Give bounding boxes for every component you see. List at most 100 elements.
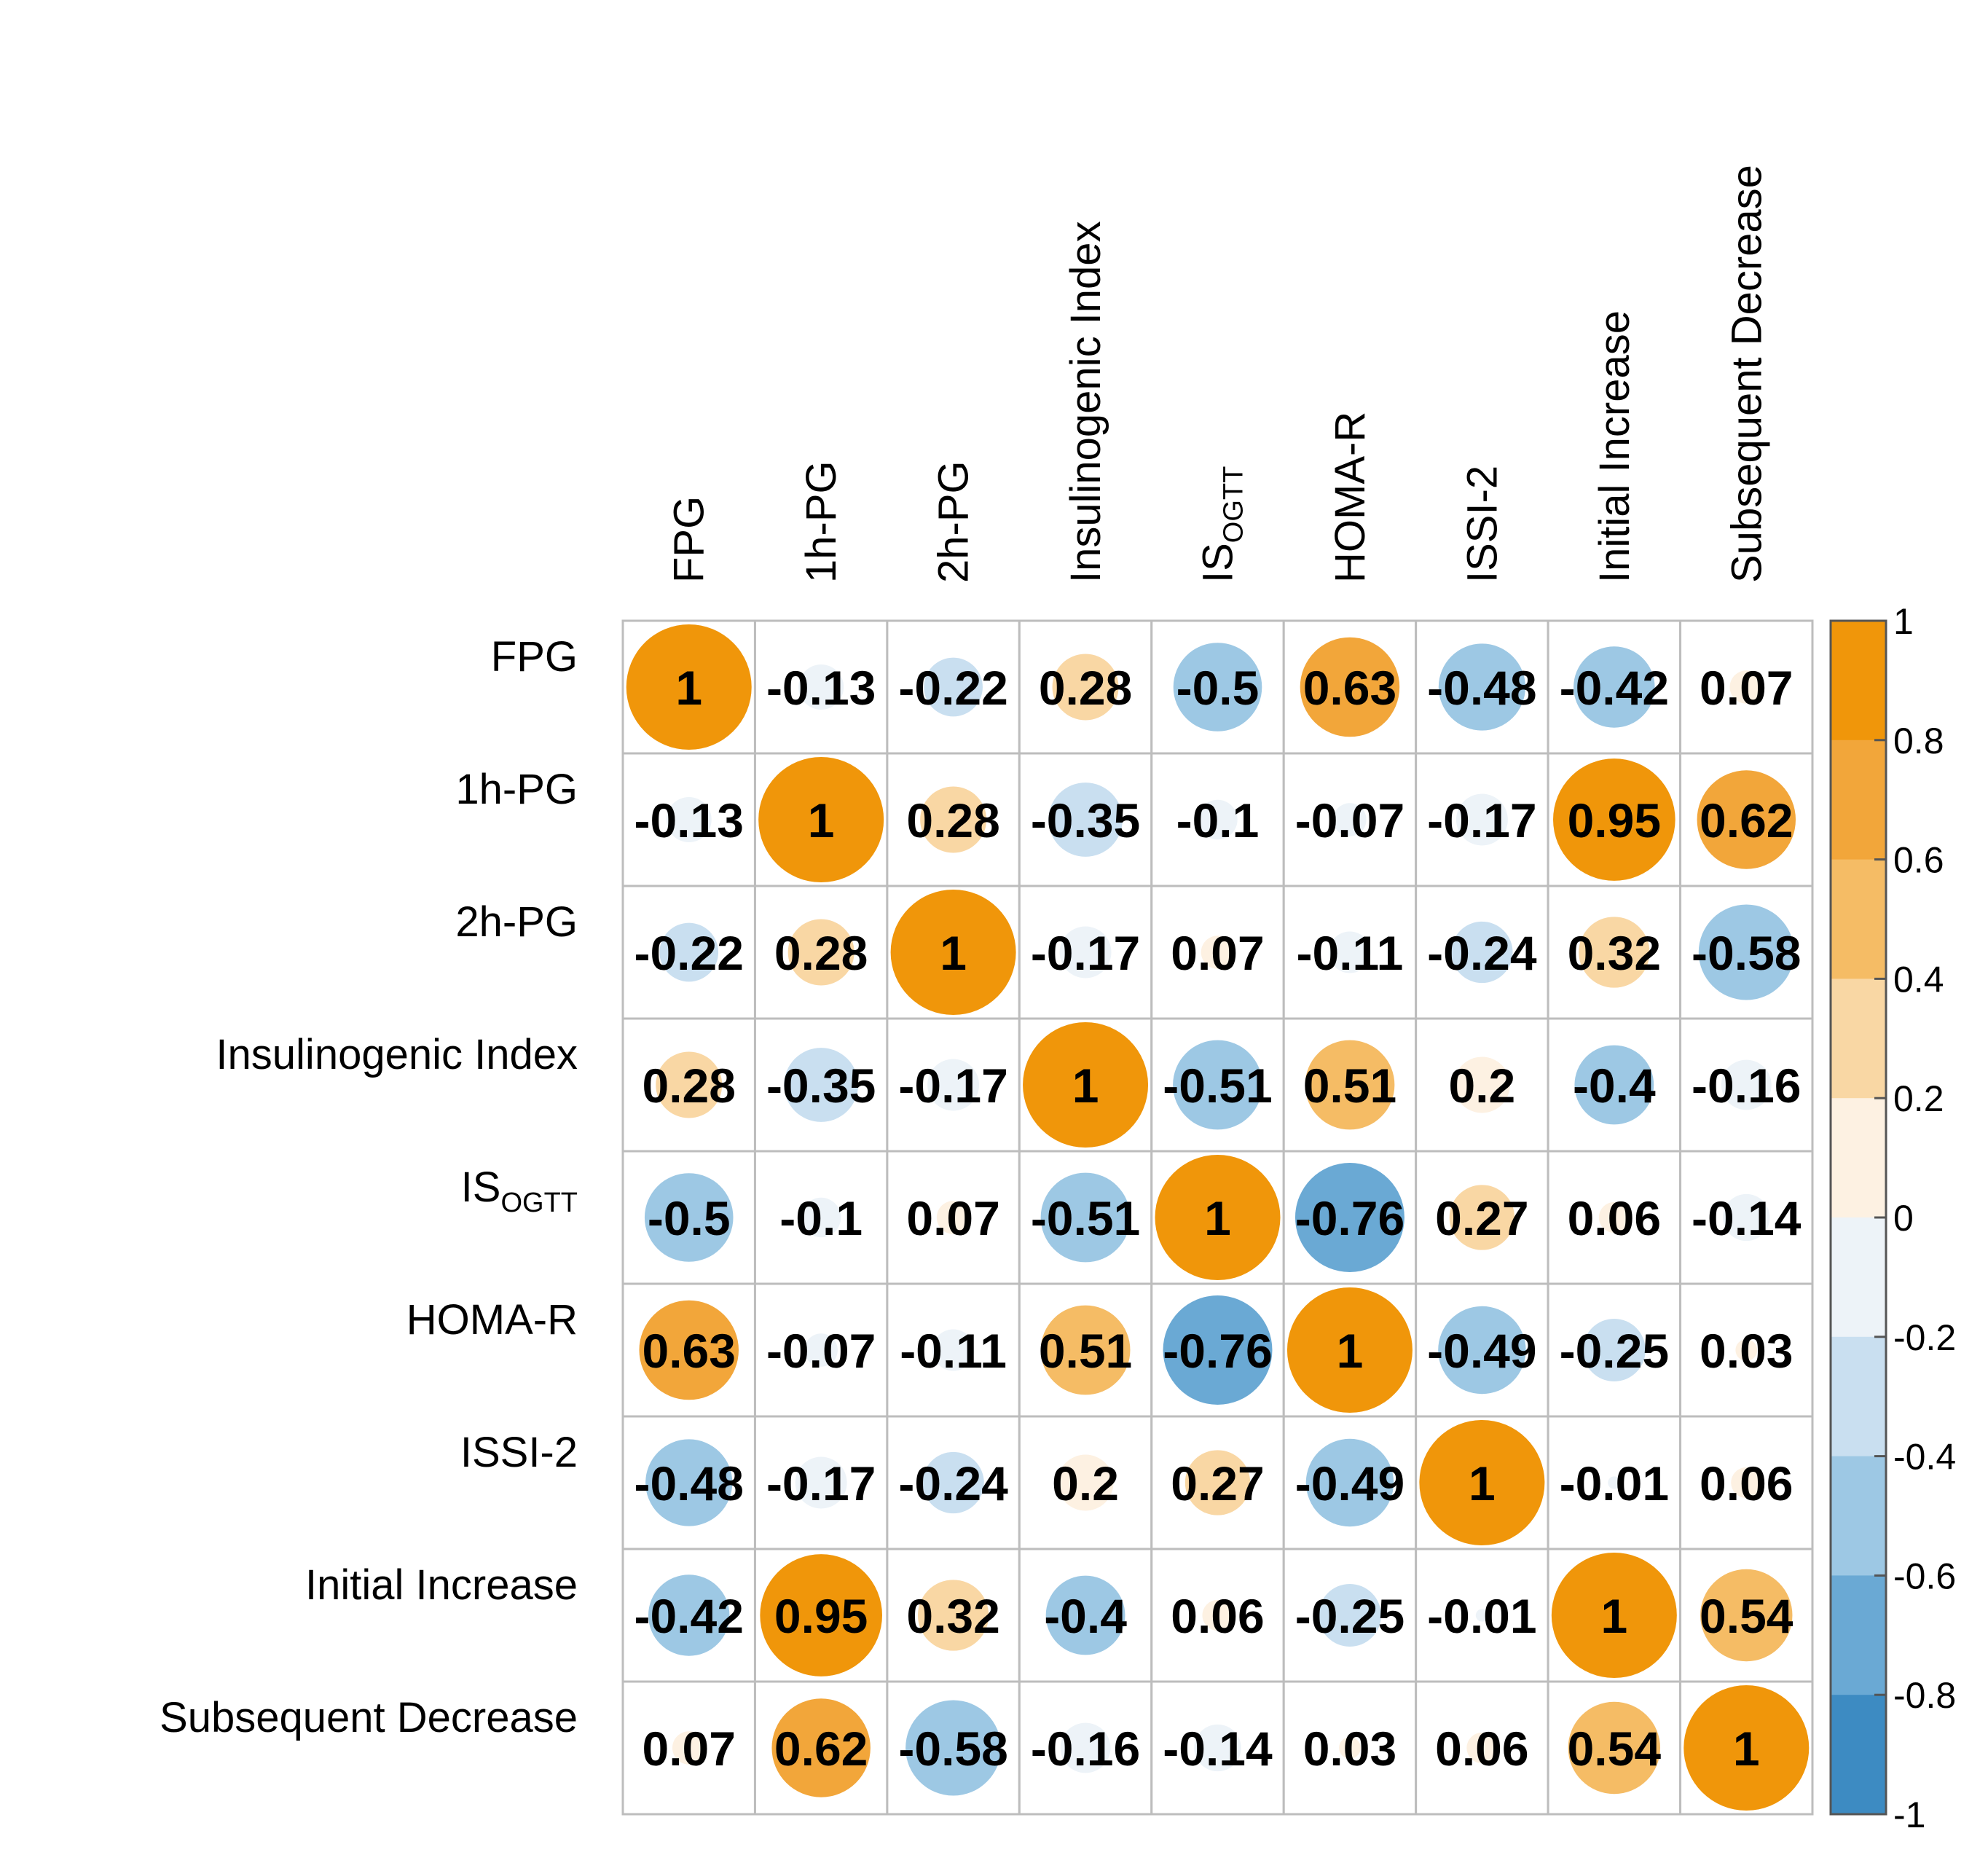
correlation-value: 0.06	[1700, 1456, 1793, 1510]
column-header: HOMA-R	[1327, 412, 1374, 583]
correlation-value: 1	[1204, 1191, 1231, 1245]
row-header: 2h-PG	[455, 898, 578, 946]
correlation-value: -0.51	[1163, 1059, 1272, 1113]
correlation-value: -0.16	[1692, 1059, 1801, 1113]
correlation-circle	[920, 786, 987, 853]
colorbar-tick-label: 0.4	[1893, 959, 1944, 1000]
correlation-circle	[1300, 637, 1400, 737]
correlation-circle	[1023, 1022, 1149, 1148]
correlation-circle	[1574, 1045, 1654, 1125]
correlation-value: 0.28	[1039, 661, 1132, 715]
heatmap-cell	[1150, 752, 1285, 887]
correlation-value: 1	[1733, 1722, 1760, 1776]
row-header: Subsequent Decrease	[160, 1694, 578, 1741]
correlation-circle	[1048, 783, 1123, 857]
column-header: Insulinogenic Index	[1062, 221, 1109, 583]
colorbar-tick-label: -0.2	[1893, 1317, 1956, 1358]
colorbar-tick-label: 1	[1893, 601, 1914, 642]
correlation-value: -0.13	[766, 661, 876, 715]
correlation-value: 1	[675, 661, 702, 715]
colorbar-tick-label: 0.6	[1893, 840, 1944, 881]
row-header-name: FPG	[491, 633, 578, 681]
correlation-circle	[639, 1300, 739, 1400]
correlation-value: 0.63	[1303, 661, 1396, 715]
correlation-circle	[666, 796, 712, 843]
row-header-name: IS	[461, 1164, 501, 1211]
correlation-value: 0.03	[1700, 1324, 1793, 1378]
correlation-value: 1	[1469, 1456, 1496, 1510]
correlation-value: -0.1	[779, 1191, 863, 1245]
correlation-value: 0.07	[906, 1191, 999, 1245]
column-header-name: IS	[1195, 543, 1242, 583]
correlation-circle	[1202, 1599, 1233, 1631]
column-header-name: Insulinogenic Index	[1062, 221, 1109, 583]
colorbar-segment	[1831, 1695, 1886, 1815]
column-header-name: 2h-PG	[930, 460, 978, 583]
correlation-circle	[1731, 1467, 1762, 1499]
correlation-circle	[1163, 1295, 1273, 1405]
correlation-value: 0.06	[1171, 1589, 1264, 1643]
correlation-circle	[1698, 904, 1794, 1000]
colorbar-segment	[1831, 1575, 1886, 1695]
correlation-value: -0.49	[1427, 1324, 1536, 1378]
correlation-value: 0.95	[1568, 793, 1661, 847]
correlation-circle	[672, 1731, 706, 1765]
correlation-circle	[1286, 1287, 1413, 1413]
correlation-value: -0.17	[1031, 926, 1140, 980]
correlation-value: 0.2	[1052, 1456, 1119, 1510]
correlation-value: -0.1	[1176, 793, 1260, 847]
column-header: ISOGTT	[1195, 466, 1249, 583]
correlation-circle	[1329, 931, 1371, 973]
correlation-circle	[1579, 917, 1650, 988]
correlation-circle	[1582, 1319, 1646, 1381]
correlation-value: 0.32	[1568, 926, 1661, 980]
correlation-circle	[1059, 926, 1112, 979]
correlation-value: -0.76	[1163, 1324, 1272, 1378]
correlation-circle	[787, 919, 854, 986]
correlation-value: -0.07	[766, 1324, 876, 1378]
correlation-value: -0.42	[634, 1589, 744, 1643]
row-header-name: 1h-PG	[455, 766, 578, 813]
colorbar-tick-label: -1	[1893, 1795, 1925, 1835]
correlation-value: 0.27	[1435, 1191, 1528, 1245]
row-header: ISSI-2	[460, 1429, 578, 1476]
colorbar-segment	[1831, 1336, 1886, 1457]
column-header: Subsequent Decrease	[1723, 165, 1770, 583]
correlation-value: -0.49	[1295, 1456, 1404, 1510]
correlation-value: -0.17	[766, 1456, 876, 1510]
row-header-name: Insulinogenic Index	[216, 1031, 578, 1078]
correlation-value: -0.5	[648, 1191, 731, 1245]
correlation-circle	[1198, 799, 1238, 840]
column-header-name: Subsequent Decrease	[1723, 165, 1770, 583]
colorbar-segment	[1831, 621, 1886, 741]
correlation-circle	[656, 1051, 723, 1118]
correlation-circle	[1573, 646, 1655, 728]
correlation-value: 0.51	[1039, 1324, 1132, 1378]
correlation-value: 1	[940, 926, 967, 980]
correlation-value: 0.27	[1171, 1456, 1264, 1510]
correlation-circle	[1052, 654, 1119, 721]
column-header: FPG	[666, 496, 713, 583]
correlation-circle	[932, 1329, 975, 1371]
correlation-circle	[924, 657, 983, 717]
correlation-value: -0.01	[1560, 1456, 1669, 1510]
row-header: HOMA-R	[406, 1296, 578, 1344]
correlation-circle	[1697, 770, 1796, 869]
heatmap-cell	[1547, 619, 1682, 755]
colorbar-tick-label: 0.8	[1893, 721, 1944, 761]
colorbar-segment	[1831, 1217, 1886, 1338]
colorbar-segment	[1831, 1098, 1886, 1218]
correlation-circle	[1318, 1584, 1381, 1647]
column-header: ISSI-2	[1458, 466, 1506, 583]
row-header: Insulinogenic Index	[216, 1031, 578, 1078]
row-header: ISOGTT	[461, 1164, 578, 1218]
colorbar-segment	[1831, 740, 1886, 860]
correlation-value: 0.95	[774, 1589, 868, 1643]
correlation-value: 0.07	[1700, 661, 1793, 715]
correlation-value: 0.06	[1435, 1722, 1528, 1776]
correlation-value: -0.14	[1163, 1722, 1273, 1776]
correlation-circle	[760, 1554, 882, 1676]
correlation-value: -0.42	[1560, 661, 1669, 715]
